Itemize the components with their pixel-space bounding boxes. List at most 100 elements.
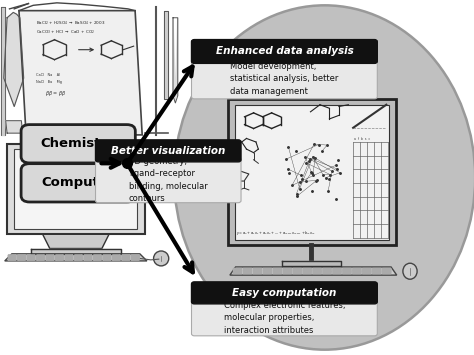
- Text: Complex electronic features,
molecular properties,
interaction attributes: Complex electronic features, molecular p…: [224, 301, 345, 335]
- Point: [302, 160, 310, 165]
- Point: [335, 157, 342, 163]
- Text: $\beta\beta$ = $\beta\beta$: $\beta\beta$ = $\beta\beta$: [45, 89, 66, 98]
- Point: [285, 144, 292, 150]
- Point: [284, 166, 292, 172]
- Point: [301, 154, 309, 159]
- Polygon shape: [36, 258, 45, 259]
- Polygon shape: [74, 259, 82, 260]
- Polygon shape: [18, 258, 26, 259]
- Polygon shape: [303, 268, 311, 269]
- Polygon shape: [65, 255, 73, 256]
- Polygon shape: [5, 254, 147, 261]
- Polygon shape: [74, 255, 82, 256]
- Ellipse shape: [174, 5, 474, 350]
- Polygon shape: [84, 259, 92, 260]
- Polygon shape: [383, 268, 391, 269]
- Polygon shape: [303, 271, 311, 272]
- Polygon shape: [373, 271, 381, 272]
- Polygon shape: [343, 268, 351, 269]
- Polygon shape: [27, 255, 35, 256]
- Polygon shape: [303, 273, 311, 274]
- Polygon shape: [243, 270, 252, 271]
- Polygon shape: [383, 273, 391, 274]
- Point: [309, 154, 317, 159]
- Point: [309, 173, 317, 178]
- Polygon shape: [233, 268, 242, 269]
- Polygon shape: [323, 268, 331, 269]
- Polygon shape: [112, 259, 120, 260]
- Polygon shape: [131, 259, 139, 260]
- FancyBboxPatch shape: [21, 125, 136, 163]
- Polygon shape: [273, 273, 282, 274]
- Point: [297, 173, 305, 178]
- Polygon shape: [27, 259, 35, 260]
- Polygon shape: [283, 270, 292, 271]
- Polygon shape: [373, 273, 381, 274]
- Polygon shape: [323, 270, 331, 271]
- Point: [311, 155, 319, 161]
- Polygon shape: [122, 258, 130, 259]
- Polygon shape: [8, 258, 16, 259]
- Text: Chemistry: Chemistry: [40, 137, 116, 150]
- Polygon shape: [253, 270, 262, 271]
- Polygon shape: [293, 273, 301, 274]
- Text: CaCO$_3$ + HCl $\rightarrow$ CaO + CO$_2$: CaCO$_3$ + HCl $\rightarrow$ CaO + CO$_2…: [36, 28, 94, 36]
- Polygon shape: [228, 99, 396, 245]
- Polygon shape: [112, 258, 120, 259]
- Text: Easy computation: Easy computation: [232, 288, 337, 298]
- Point: [315, 142, 322, 147]
- FancyBboxPatch shape: [191, 39, 377, 63]
- Polygon shape: [131, 258, 139, 259]
- FancyBboxPatch shape: [191, 59, 377, 99]
- Polygon shape: [131, 256, 139, 257]
- Polygon shape: [243, 271, 252, 272]
- Polygon shape: [74, 256, 82, 257]
- Point: [288, 182, 296, 188]
- Polygon shape: [293, 268, 301, 269]
- Polygon shape: [93, 258, 101, 259]
- Polygon shape: [65, 256, 73, 257]
- Polygon shape: [112, 255, 120, 256]
- Point: [282, 157, 290, 162]
- Polygon shape: [65, 259, 73, 260]
- Point: [326, 172, 334, 178]
- Polygon shape: [36, 255, 45, 256]
- Polygon shape: [84, 256, 92, 257]
- Polygon shape: [122, 255, 130, 256]
- Polygon shape: [6, 121, 23, 133]
- Text: NaCl   Ba    Mg: NaCl Ba Mg: [36, 80, 62, 84]
- Polygon shape: [14, 149, 137, 229]
- Polygon shape: [283, 268, 292, 269]
- Point: [296, 186, 303, 191]
- Polygon shape: [18, 259, 26, 260]
- FancyBboxPatch shape: [21, 164, 136, 202]
- Polygon shape: [383, 271, 391, 272]
- Polygon shape: [333, 268, 341, 269]
- Polygon shape: [243, 268, 252, 269]
- Polygon shape: [353, 271, 361, 272]
- Polygon shape: [131, 255, 139, 256]
- Point: [319, 148, 326, 153]
- Text: $y=a_0+a_1x_1+a_2x_2+\cdots+a_{m-1}x_{m-1}+b_mx_m$: $y=a_0+a_1x_1+a_2x_2+\cdots+a_{m-1}x_{m-…: [236, 229, 316, 237]
- Point: [322, 175, 329, 181]
- FancyBboxPatch shape: [95, 158, 241, 203]
- Polygon shape: [122, 256, 130, 257]
- Polygon shape: [112, 256, 120, 257]
- Polygon shape: [55, 255, 64, 256]
- Polygon shape: [235, 105, 389, 240]
- Polygon shape: [323, 273, 331, 274]
- Polygon shape: [323, 271, 331, 272]
- Text: 3D geometry,
ligand–receptor
binding, molecular
contours: 3D geometry, ligand–receptor binding, mo…: [129, 157, 208, 203]
- Polygon shape: [65, 258, 73, 259]
- Polygon shape: [343, 271, 351, 272]
- Point: [310, 141, 318, 147]
- Polygon shape: [36, 256, 45, 257]
- Polygon shape: [313, 270, 321, 271]
- Polygon shape: [343, 270, 351, 271]
- Point: [325, 176, 333, 182]
- Polygon shape: [27, 256, 35, 257]
- Text: Enhanced data analysis: Enhanced data analysis: [216, 47, 353, 56]
- Polygon shape: [230, 267, 397, 275]
- Point: [319, 172, 327, 178]
- Polygon shape: [353, 268, 361, 269]
